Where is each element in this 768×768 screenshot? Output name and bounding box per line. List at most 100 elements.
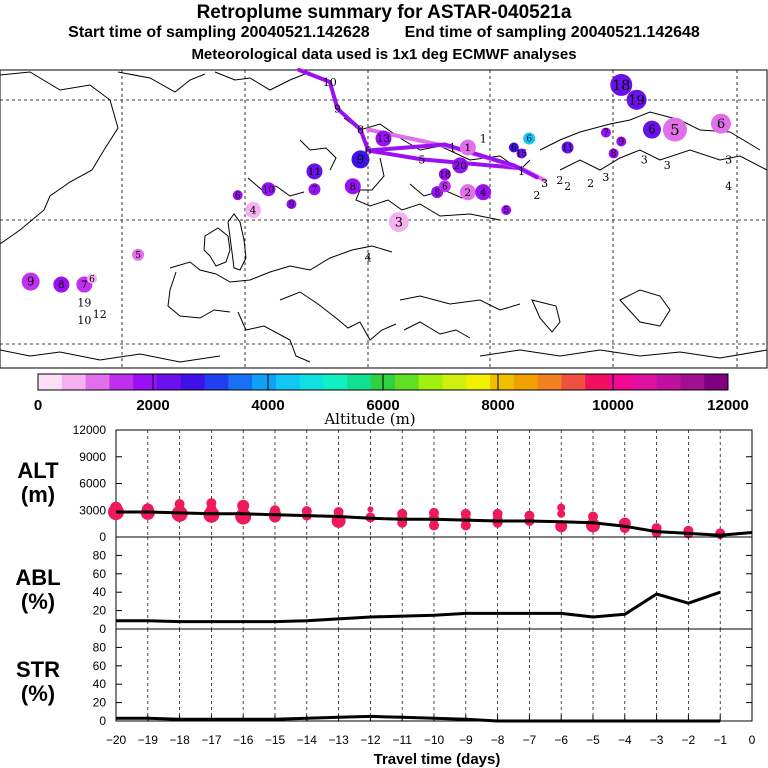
plume-circle [662, 117, 687, 142]
plume-number: 7 [312, 185, 318, 195]
colorbar-cell [156, 374, 182, 390]
series-line [116, 714, 721, 723]
plume-circle [438, 180, 451, 193]
plume-circle [53, 276, 70, 293]
plume-number: 11 [562, 144, 573, 154]
colorbar-cell [323, 374, 348, 390]
colorbar-tick-label: 10000 [592, 397, 634, 414]
colorbar-cell [180, 374, 206, 390]
trajectory-line [297, 68, 524, 171]
plume-number: 5 [670, 121, 680, 139]
plume-number: 5 [135, 251, 141, 261]
x-tick-label: −1 [713, 733, 727, 747]
x-tick-label: −17 [201, 733, 222, 747]
colorbar-cell [466, 374, 491, 390]
plume-circle [261, 182, 276, 197]
colorbar-cell [418, 374, 443, 390]
panel-unit: (%) [21, 589, 55, 614]
plume-number: 7 [603, 129, 609, 139]
map-frame [0, 69, 768, 369]
plume-number: 20 [454, 160, 467, 172]
plume-number: 10 [263, 185, 275, 195]
plume-number: 7 [81, 279, 88, 291]
plume-circle [21, 272, 40, 291]
plume-number: 2 [556, 174, 563, 187]
x-axis-label: Travel time (days) [374, 751, 501, 768]
colorbar-cell [680, 374, 705, 390]
y-tick-label: 40 [93, 585, 107, 599]
series-line [116, 510, 753, 537]
colorbar-cell [537, 374, 562, 390]
plume-circle [351, 150, 370, 169]
x-tick-label: −14 [297, 733, 318, 747]
series-line [116, 590, 721, 624]
plume-circle [626, 89, 647, 110]
plume-circle [501, 205, 512, 216]
plume-number: 6 [89, 275, 95, 285]
x-tick-label: −4 [618, 733, 632, 747]
panel-label: STR [16, 657, 60, 682]
colorbar-cell [275, 374, 301, 390]
colorbar-tick-label: 4000 [251, 397, 284, 414]
colorbar-cell [632, 374, 658, 390]
plume-number: 6 [365, 144, 372, 157]
plume-number: 5 [503, 206, 509, 216]
x-tick-label: −8 [491, 733, 505, 747]
plume-circle [286, 199, 297, 210]
colorbar-cell [228, 374, 253, 390]
plume-number: 2 [465, 187, 472, 199]
plume-circle [306, 163, 323, 180]
y-tick-label: 0 [99, 714, 106, 728]
y-tick-label: 20 [93, 604, 107, 618]
altitude-point [429, 520, 439, 531]
plume-number: 1 [480, 132, 487, 145]
colorbar-cell [490, 374, 515, 390]
trajectory-lines [297, 68, 547, 183]
plume-circle [561, 141, 574, 154]
plume-number: 8 [357, 123, 364, 136]
plume-number: 8 [611, 150, 617, 160]
y-tick-label: 9000 [79, 450, 106, 464]
plume-number: 6 [442, 182, 448, 192]
altitude-point [586, 518, 600, 533]
x-tick-label: −2 [682, 733, 696, 747]
plume-number: 6 [511, 144, 517, 154]
plume-circle [608, 148, 619, 159]
plume-number: 3 [602, 171, 609, 184]
colorbar-cell [61, 374, 87, 390]
plume-circle [616, 136, 627, 147]
colorbar-cell [204, 374, 229, 390]
plume-number: 3 [541, 177, 548, 190]
plume-number: 4 [250, 205, 257, 217]
plume-number: 4 [480, 187, 487, 199]
plume-circle [710, 113, 731, 134]
plume-number: 3 [664, 159, 671, 172]
panel-label: ABL [15, 565, 60, 590]
plume-circle [87, 273, 98, 284]
plume-circle [475, 184, 492, 201]
altitude-point [367, 506, 374, 513]
x-tick-label: −15 [265, 733, 286, 747]
x-tick-label: −18 [169, 733, 190, 747]
plume-number: 6 [648, 123, 655, 137]
plume-circle [508, 142, 519, 153]
plume-number: 8 [58, 279, 65, 291]
y-tick-label: 12000 [73, 423, 107, 437]
plume-number: 2 [533, 189, 540, 202]
x-tick-label: −10 [424, 733, 445, 747]
plume-number: 3 [641, 153, 648, 166]
plume-number: 10 [323, 76, 337, 89]
plume-number: 12 [93, 308, 107, 321]
plume-number: 9 [289, 200, 295, 210]
colorbar-tick-label: 8000 [481, 397, 514, 414]
colorbar-cell [442, 374, 467, 390]
plume-number: 1 [465, 142, 472, 154]
plume-number: 9 [618, 138, 624, 148]
plume-number: 15 [516, 150, 528, 160]
panel-unit: (%) [21, 681, 55, 706]
plume-number: 4 [365, 252, 372, 265]
y-tick-label: 80 [93, 548, 107, 562]
colorbar-cell [133, 374, 158, 390]
